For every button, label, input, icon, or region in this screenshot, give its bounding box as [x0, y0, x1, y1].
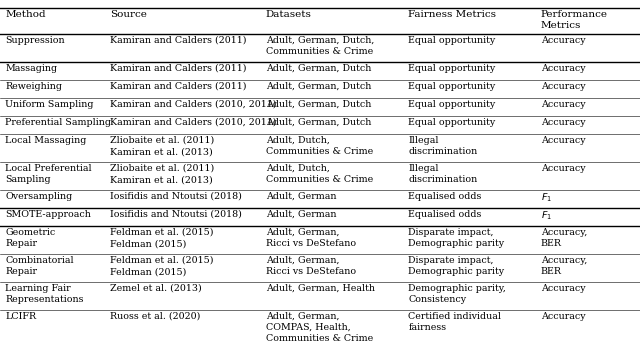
Text: Accuracy: Accuracy — [541, 36, 586, 45]
Text: Method: Method — [5, 10, 45, 19]
Text: Suppression: Suppression — [5, 36, 65, 45]
Text: Source: Source — [110, 10, 147, 19]
Text: Accuracy: Accuracy — [541, 312, 586, 321]
Text: Zliobaite et al. (2011)
Kamiran et al. (2013): Zliobaite et al. (2011) Kamiran et al. (… — [110, 136, 214, 156]
Text: $F_1$: $F_1$ — [541, 210, 552, 222]
Text: Kamiran and Calders (2011): Kamiran and Calders (2011) — [110, 64, 246, 73]
Text: Accuracy,
BER: Accuracy, BER — [541, 256, 587, 276]
Text: Adult, German,
COMPAS, Health,
Communities & Crime: Adult, German, COMPAS, Health, Communiti… — [266, 312, 373, 341]
Text: Equal opportunity: Equal opportunity — [408, 82, 495, 91]
Text: Zemel et al. (2013): Zemel et al. (2013) — [110, 284, 202, 293]
Text: Adult, German, Dutch: Adult, German, Dutch — [266, 64, 371, 73]
Text: Disparate impact,
Demographic parity: Disparate impact, Demographic parity — [408, 256, 504, 276]
Text: Equalised odds: Equalised odds — [408, 210, 482, 219]
Text: Accuracy: Accuracy — [541, 118, 586, 127]
Text: Equal opportunity: Equal opportunity — [408, 36, 495, 45]
Text: Certified individual
fairness: Certified individual fairness — [408, 312, 501, 332]
Text: Zliobaite et al. (2011)
Kamiran et al. (2013): Zliobaite et al. (2011) Kamiran et al. (… — [110, 164, 214, 184]
Text: Adult, German, Dutch,
Communities & Crime: Adult, German, Dutch, Communities & Crim… — [266, 36, 374, 56]
Text: Oversampling: Oversampling — [5, 192, 72, 201]
Text: Preferential Sampling: Preferential Sampling — [5, 118, 111, 127]
Text: Kamiran and Calders (2010, 2011): Kamiran and Calders (2010, 2011) — [110, 100, 276, 109]
Text: Equalised odds: Equalised odds — [408, 192, 482, 201]
Text: Feldman et al. (2015)
Feldman (2015): Feldman et al. (2015) Feldman (2015) — [110, 256, 214, 276]
Text: Iosifidis and Ntoutsi (2018): Iosifidis and Ntoutsi (2018) — [110, 192, 242, 201]
Text: Adult, Dutch,
Communities & Crime: Adult, Dutch, Communities & Crime — [266, 164, 373, 184]
Text: Local Preferential
Sampling: Local Preferential Sampling — [5, 164, 92, 184]
Text: Geometric
Repair: Geometric Repair — [5, 228, 56, 248]
Text: Illegal
discrimination: Illegal discrimination — [408, 164, 477, 184]
Text: Datasets: Datasets — [266, 10, 312, 19]
Text: LCIFR: LCIFR — [5, 312, 36, 321]
Text: Adult, German: Adult, German — [266, 192, 336, 201]
Text: Combinatorial
Repair: Combinatorial Repair — [5, 256, 74, 276]
Text: Adult, German,
Ricci vs DeStefano: Adult, German, Ricci vs DeStefano — [266, 228, 356, 248]
Text: Ruoss et al. (2020): Ruoss et al. (2020) — [110, 312, 200, 321]
Text: Accuracy: Accuracy — [541, 82, 586, 91]
Text: Demographic parity,
Consistency: Demographic parity, Consistency — [408, 284, 506, 304]
Text: Feldman et al. (2015)
Feldman (2015): Feldman et al. (2015) Feldman (2015) — [110, 228, 214, 248]
Text: Adult, German, Dutch: Adult, German, Dutch — [266, 100, 371, 109]
Text: Illegal
discrimination: Illegal discrimination — [408, 136, 477, 156]
Text: Local Massaging: Local Massaging — [5, 136, 86, 145]
Text: Accuracy: Accuracy — [541, 100, 586, 109]
Text: Adult, German: Adult, German — [266, 210, 336, 219]
Text: Equal opportunity: Equal opportunity — [408, 64, 495, 73]
Text: Accuracy,
BER: Accuracy, BER — [541, 228, 587, 248]
Text: Adult, German, Health: Adult, German, Health — [266, 284, 374, 293]
Text: Adult, German,
Ricci vs DeStefano: Adult, German, Ricci vs DeStefano — [266, 256, 356, 276]
Text: Adult, German, Dutch: Adult, German, Dutch — [266, 82, 371, 91]
Text: $F_1$: $F_1$ — [541, 192, 552, 205]
Text: Accuracy: Accuracy — [541, 284, 586, 293]
Text: Accuracy: Accuracy — [541, 136, 586, 145]
Text: Massaging: Massaging — [5, 64, 57, 73]
Text: Accuracy: Accuracy — [541, 164, 586, 173]
Text: Adult, Dutch,
Communities & Crime: Adult, Dutch, Communities & Crime — [266, 136, 373, 156]
Text: Kamiran and Calders (2010, 2011): Kamiran and Calders (2010, 2011) — [110, 118, 276, 127]
Text: Equal opportunity: Equal opportunity — [408, 100, 495, 109]
Text: Disparate impact,
Demographic parity: Disparate impact, Demographic parity — [408, 228, 504, 248]
Text: Kamiran and Calders (2011): Kamiran and Calders (2011) — [110, 36, 246, 45]
Text: Learning Fair
Representations: Learning Fair Representations — [5, 284, 84, 304]
Text: Performance
Metrics: Performance Metrics — [541, 10, 608, 30]
Text: Equal opportunity: Equal opportunity — [408, 118, 495, 127]
Text: Accuracy: Accuracy — [541, 64, 586, 73]
Text: Uniform Sampling: Uniform Sampling — [5, 100, 93, 109]
Text: SMOTE-approach: SMOTE-approach — [5, 210, 91, 219]
Text: Kamiran and Calders (2011): Kamiran and Calders (2011) — [110, 82, 246, 91]
Text: Fairness Metrics: Fairness Metrics — [408, 10, 497, 19]
Text: Iosifidis and Ntoutsi (2018): Iosifidis and Ntoutsi (2018) — [110, 210, 242, 219]
Text: Adult, German, Dutch: Adult, German, Dutch — [266, 118, 371, 127]
Text: Reweighing: Reweighing — [5, 82, 62, 91]
